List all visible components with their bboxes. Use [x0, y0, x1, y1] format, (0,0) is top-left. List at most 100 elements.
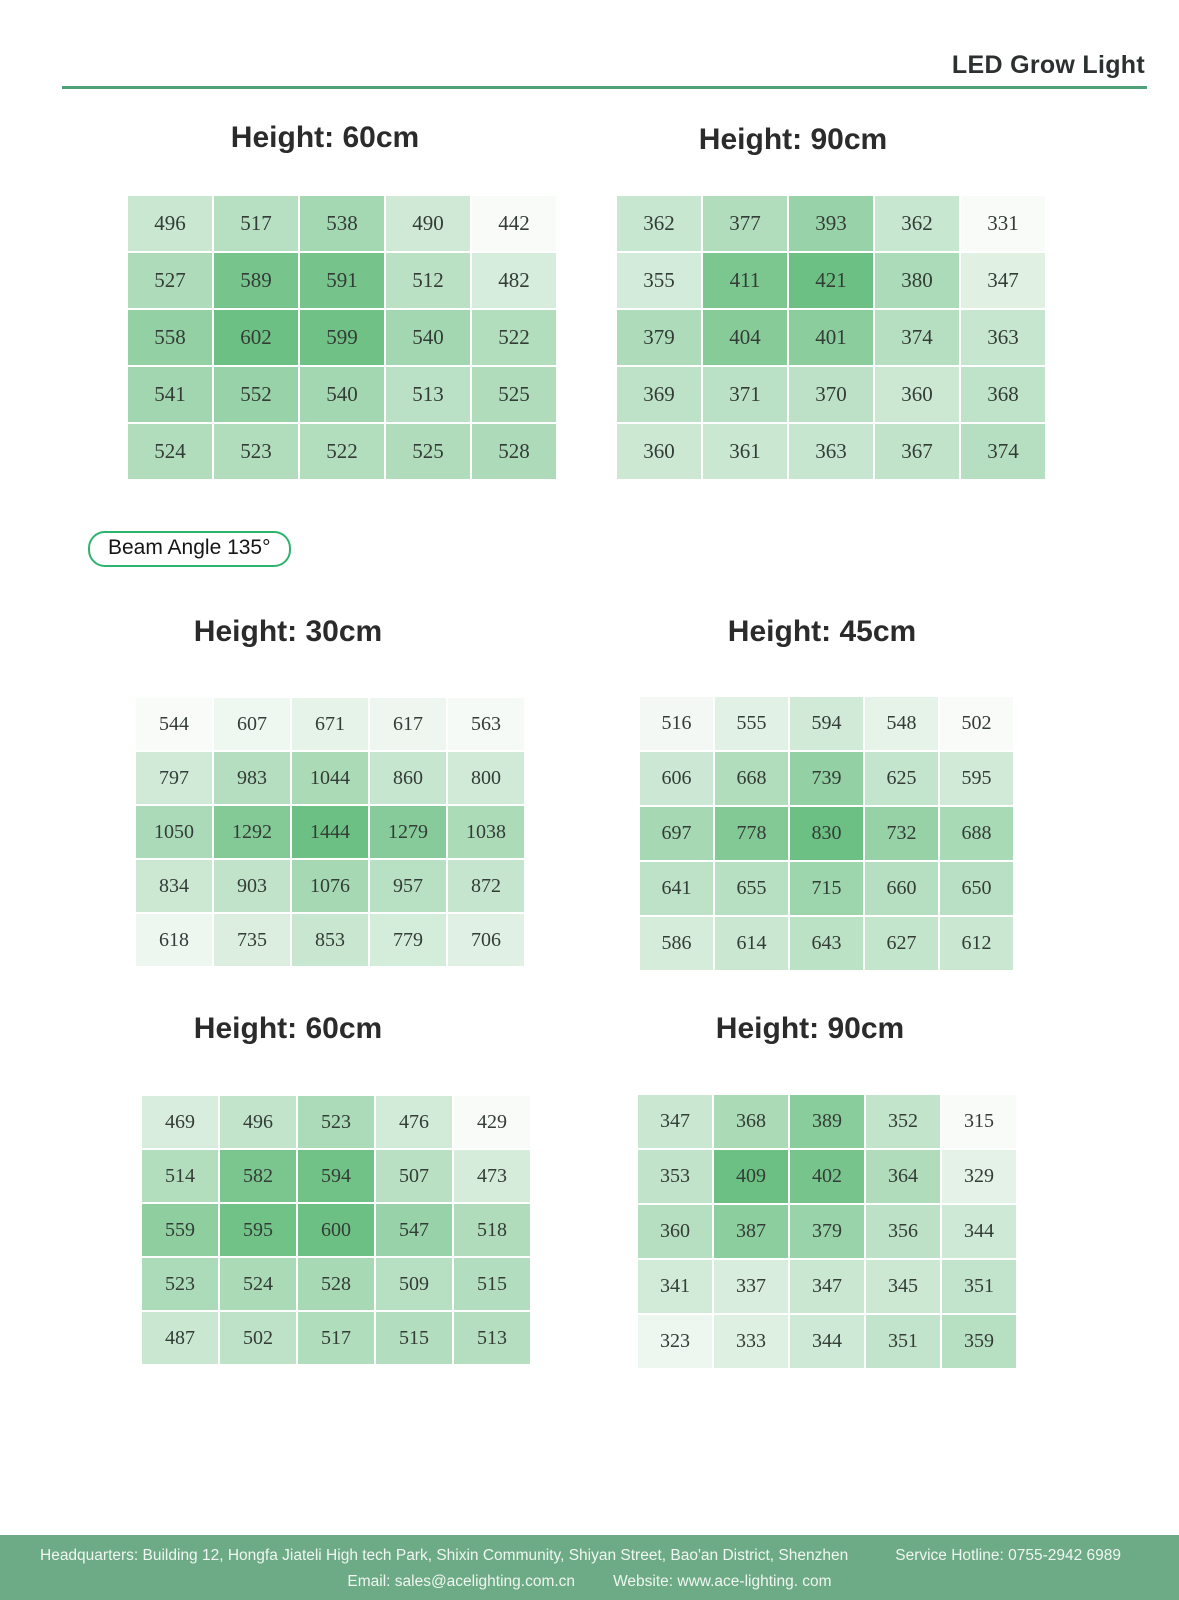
heatmap-cell: 524 — [128, 424, 212, 479]
heatmap-title-60cm-b: Height: 60cm — [193, 1012, 383, 1045]
heatmap-cell: 502 — [940, 697, 1013, 750]
heatmap-cell: 607 — [214, 698, 290, 750]
heatmap-cell: 347 — [961, 253, 1045, 308]
heatmap-title-90cm-b: Height: 90cm — [715, 1012, 905, 1045]
heatmap-cell: 800 — [448, 752, 524, 804]
heatmap-cell: 618 — [136, 914, 212, 966]
heatmap-cell: 1444 — [292, 806, 368, 858]
heatmap-cell: 1044 — [292, 752, 368, 804]
heatmap-cell: 518 — [454, 1204, 530, 1256]
heatmap-60cm-b: 469 496 523 476 429 514 582 594 507 473 559 595 600 5… — [142, 1096, 530, 1364]
heatmap-cell: 331 — [961, 196, 1045, 251]
heatmap-cell: 523 — [298, 1096, 374, 1148]
heatmap-cell: 360 — [638, 1205, 712, 1258]
heatmap-cell: 1076 — [292, 860, 368, 912]
heatmap-cell: 903 — [214, 860, 290, 912]
heatmap-cell: 429 — [454, 1096, 530, 1148]
heatmap-cell: 359 — [942, 1315, 1016, 1368]
heatmap-cell: 547 — [376, 1204, 452, 1256]
heatmap-cell: 323 — [638, 1315, 712, 1368]
heatmap-cell: 797 — [136, 752, 212, 804]
heatmap-title-90cm-a: Height: 90cm — [698, 123, 888, 156]
heatmap-cell: 860 — [370, 752, 446, 804]
heatmap-title-60cm-a: Height: 60cm — [230, 121, 420, 154]
heatmap-cell: 595 — [220, 1204, 296, 1256]
heatmap-cell: 528 — [298, 1258, 374, 1310]
heatmap-cell: 411 — [703, 253, 787, 308]
heatmap-cell: 362 — [617, 196, 701, 251]
heatmap-cell: 374 — [875, 310, 959, 365]
heatmap-cell: 360 — [617, 424, 701, 479]
heatmap-cell: 512 — [386, 253, 470, 308]
heatmap-45cm: 516 555 594 548 502 606 668 739 625 595 697 778 830 7… — [640, 697, 1013, 970]
heatmap-cell: 389 — [790, 1095, 864, 1148]
heatmap-cell: 355 — [617, 253, 701, 308]
heatmap-cell: 1279 — [370, 806, 446, 858]
heatmap-cell: 362 — [875, 196, 959, 251]
heatmap-cell: 502 — [220, 1312, 296, 1364]
heatmap-cell: 655 — [715, 862, 788, 915]
footer-hotline: Service Hotline: 0755-2942 6989 — [895, 1547, 1121, 1564]
heatmap-cell: 778 — [715, 807, 788, 860]
heatmap-cell: 363 — [961, 310, 1045, 365]
heatmap-cell: 983 — [214, 752, 290, 804]
heatmap-cell: 517 — [298, 1312, 374, 1364]
heatmap-cell: 706 — [448, 914, 524, 966]
heatmap-cell: 552 — [214, 367, 298, 422]
heatmap-cell: 344 — [790, 1315, 864, 1368]
heatmap-cell: 523 — [214, 424, 298, 479]
heatmap-cell: 732 — [865, 807, 938, 860]
heatmap-cell: 779 — [370, 914, 446, 966]
heatmap-cell: 599 — [300, 310, 384, 365]
heatmap-cell: 329 — [942, 1150, 1016, 1203]
heatmap-cell: 421 — [789, 253, 873, 308]
heatmap-cell: 1038 — [448, 806, 524, 858]
heatmap-cell: 830 — [790, 807, 863, 860]
heatmap-cell: 404 — [703, 310, 787, 365]
heatmap-cell: 364 — [866, 1150, 940, 1203]
heatmap-cell: 513 — [454, 1312, 530, 1364]
heatmap-cell: 387 — [714, 1205, 788, 1258]
heatmap-cell: 333 — [714, 1315, 788, 1368]
heatmap-cell: 538 — [300, 196, 384, 251]
heatmap-cell: 625 — [865, 752, 938, 805]
heatmap-cell: 368 — [714, 1095, 788, 1148]
heatmap-cell: 540 — [386, 310, 470, 365]
heatmap-cell: 589 — [214, 253, 298, 308]
heatmap-cell: 555 — [715, 697, 788, 750]
heatmap-cell: 351 — [866, 1315, 940, 1368]
heatmap-cell: 516 — [640, 697, 713, 750]
brand-title: LED Grow Light — [951, 51, 1145, 79]
heatmap-cell: 315 — [942, 1095, 1016, 1148]
heatmap-cell: 507 — [376, 1150, 452, 1202]
heatmap-title-45cm: Height: 45cm — [727, 615, 917, 648]
heatmap-cell: 393 — [789, 196, 873, 251]
heatmap-cell: 595 — [940, 752, 1013, 805]
footer-headquarters: Headquarters: Building 12, Hongfa Jiatel… — [40, 1547, 849, 1564]
heatmap-cell: 1292 — [214, 806, 290, 858]
heatmap-cell: 586 — [640, 917, 713, 970]
heatmap-cell: 379 — [790, 1205, 864, 1258]
heatmap-cell: 369 — [617, 367, 701, 422]
heatmap-cell: 482 — [472, 253, 556, 308]
heatmap-cell: 688 — [940, 807, 1013, 860]
heatmap-cell: 697 — [640, 807, 713, 860]
heatmap-cell: 540 — [300, 367, 384, 422]
heatmap-90cm-a: 362 377 393 362 331 355 411 421 380 347 379 404 401 3… — [617, 196, 1045, 479]
heatmap-cell: 715 — [790, 862, 863, 915]
heatmap-cell: 442 — [472, 196, 556, 251]
heatmap-cell: 361 — [703, 424, 787, 479]
heatmap-cell: 641 — [640, 862, 713, 915]
heatmap-cell: 514 — [142, 1150, 218, 1202]
heatmap-cell: 517 — [214, 196, 298, 251]
heatmap-cell: 509 — [376, 1258, 452, 1310]
footer: Headquarters: Building 12, Hongfa Jiatel… — [0, 1535, 1179, 1600]
heatmap-cell: 341 — [638, 1260, 712, 1313]
heatmap-cell: 582 — [220, 1150, 296, 1202]
heatmap-cell: 368 — [961, 367, 1045, 422]
heatmap-cell: 515 — [454, 1258, 530, 1310]
heatmap-cell: 614 — [715, 917, 788, 970]
heatmap-cell: 558 — [128, 310, 212, 365]
heatmap-cell: 834 — [136, 860, 212, 912]
heatmap-60cm-a: 496 517 538 490 442 527 589 591 512 482 558 602 599 5… — [128, 196, 556, 479]
